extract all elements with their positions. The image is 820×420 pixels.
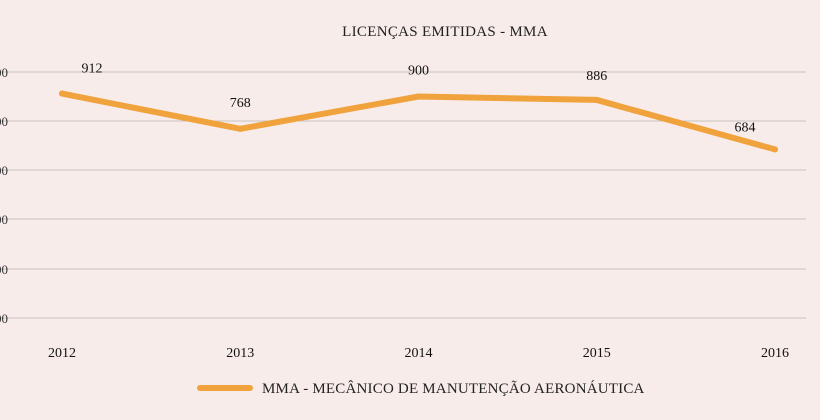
y-tick-label: 1000 [0, 65, 8, 80]
x-tick-label: 2012 [48, 346, 76, 361]
data-label: 768 [230, 96, 251, 111]
data-point [415, 93, 422, 100]
legend-label: MMA - MECÂNICO DE MANUTENÇÃO AERONÁUTICA [262, 380, 645, 397]
legend: MMA - MECÂNICO DE MANUTENÇÃO AERONÁUTICA [197, 380, 645, 397]
y-tick-label: 800 [0, 114, 8, 129]
y-tick-label: 100 [0, 311, 8, 326]
x-axis-ticks: 2012 2013 2014 2015 2016 [48, 346, 789, 361]
y-tick-label: 200 [0, 262, 8, 277]
x-tick-label: 2013 [226, 346, 254, 361]
grid-lines [0, 71, 806, 319]
y-axis-ticks: 100 200 400 600 800 1000 [0, 65, 8, 326]
data-labels: 912 768 900 886 684 [82, 62, 756, 136]
x-tick-label: 2014 [405, 346, 433, 361]
data-point [772, 146, 778, 153]
data-point [237, 125, 244, 132]
data-label: 684 [735, 120, 756, 135]
x-tick-label: 2016 [761, 346, 789, 361]
y-tick-label: 600 [0, 163, 8, 178]
y-tick-label: 400 [0, 212, 8, 227]
data-label: 900 [408, 64, 429, 79]
x-tick-label: 2015 [583, 346, 611, 361]
data-label: 912 [82, 62, 103, 77]
chart-title: LICENÇAS EMITIDAS - MMA [342, 24, 548, 40]
data-label: 886 [586, 69, 607, 84]
data-point [59, 90, 65, 97]
data-point [593, 96, 600, 103]
series-lines [59, 90, 778, 153]
